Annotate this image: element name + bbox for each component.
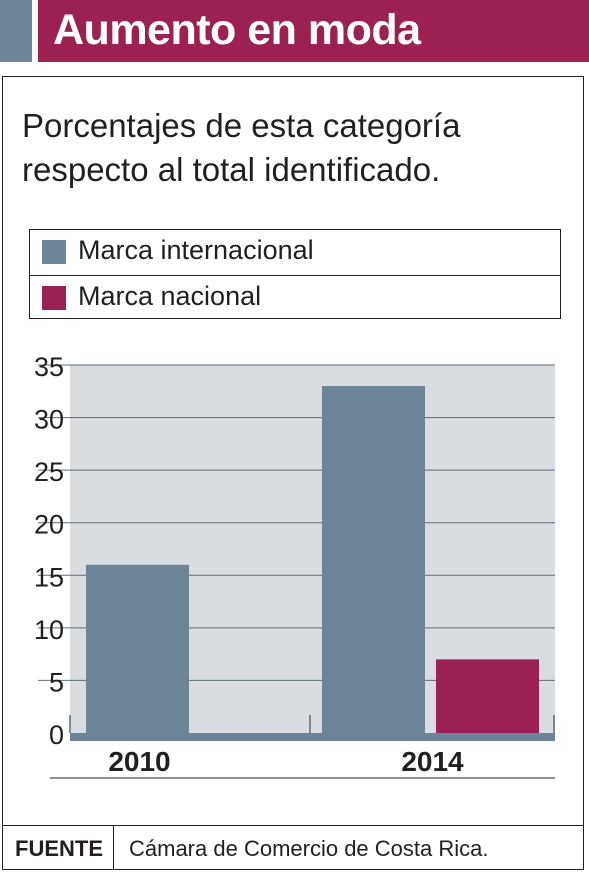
- legend-swatch-international: [42, 240, 66, 264]
- baseline: [70, 733, 555, 741]
- y-tick-label: 30: [34, 405, 64, 435]
- y-tick-label: 20: [34, 510, 64, 540]
- x-tick-label: 2010: [108, 746, 170, 777]
- y-tick-label: 35: [34, 352, 64, 382]
- title-accent-block: [0, 0, 32, 62]
- y-tick-label: 25: [34, 457, 64, 487]
- bar-international-2014: [322, 386, 425, 733]
- bar-international-2010: [86, 564, 189, 733]
- y-tick-label: 15: [34, 562, 64, 592]
- title-bar: Aumento en moda: [0, 0, 589, 62]
- source-text: Cámara de Comercio de Costa Rica.: [129, 836, 489, 861]
- chart-title: Aumento en moda: [53, 6, 421, 54]
- y-tick-label: 10: [34, 615, 64, 645]
- footer-divider: [113, 826, 114, 870]
- bar-national-2014: [436, 659, 539, 733]
- y-tick-label: 0: [49, 720, 64, 750]
- y-tick-label: 5: [49, 667, 64, 697]
- legend-item-national: Marca nacional: [30, 275, 560, 320]
- chart-frame: [2, 76, 584, 870]
- bar-chart: 0 5 10 15 20 25 30 35 2010 2014: [34, 352, 555, 779]
- title-band: [38, 0, 589, 62]
- chart-subtitle: Porcentajes de esta categoría respecto a…: [22, 107, 461, 188]
- legend-item-international: Marca internacional: [30, 230, 560, 275]
- x-tick-label: 2014: [401, 746, 464, 777]
- footer: FUENTE Cámara de Comercio de Costa Rica.: [2, 825, 584, 870]
- legend-label-international: Marca internacional: [78, 235, 314, 265]
- legend: Marca internacional Marca nacional: [29, 229, 561, 319]
- legend-label-national: Marca nacional: [78, 281, 262, 311]
- legend-swatch-national: [42, 286, 66, 310]
- source-label: FUENTE: [15, 836, 103, 861]
